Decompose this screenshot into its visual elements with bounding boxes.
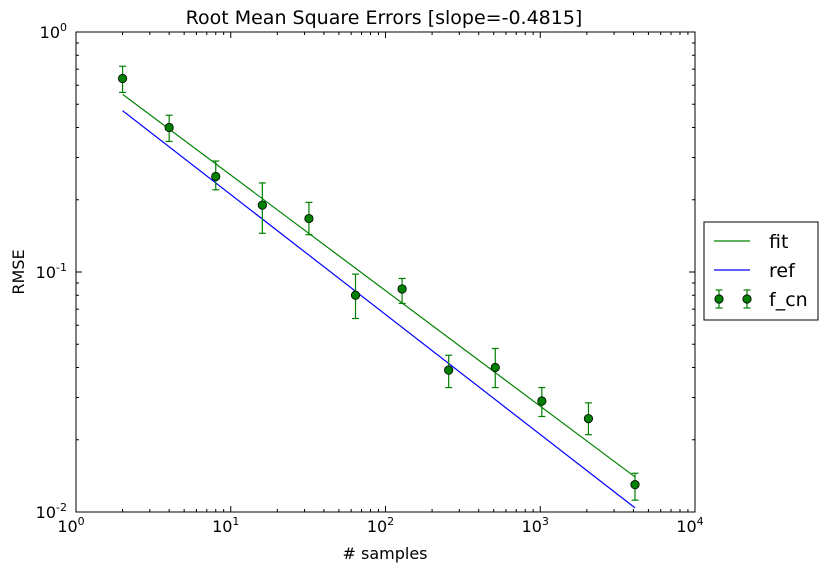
y-tick-label: 10-1 [36, 261, 67, 282]
x-tick-label: 102 [367, 515, 394, 536]
x-tick-base: 10 [676, 517, 696, 536]
data-point [444, 365, 454, 375]
y-tick-label: 10-2 [36, 501, 67, 522]
y-axis-title: RMSE [9, 249, 28, 294]
legend-box [703, 221, 819, 321]
x-tick-base: 10 [212, 517, 232, 536]
legend-swatch-marker [742, 294, 752, 304]
y-tick-base: 10 [40, 23, 60, 42]
legend-label-ref: ref [769, 260, 796, 282]
x-axis-title: # samples [343, 544, 428, 563]
data-point [350, 290, 361, 300]
data-point [490, 362, 500, 373]
x-tick-base: 10 [522, 517, 542, 536]
plot-frame [75, 31, 696, 513]
data-point [630, 480, 640, 490]
x-tick-label: 100 [57, 515, 84, 536]
plot-area [117, 65, 640, 509]
y-tick-label: 100 [40, 21, 67, 42]
data-point [537, 396, 547, 406]
data-point [397, 284, 407, 294]
x-tick-label: 103 [522, 515, 549, 536]
data-point [164, 122, 174, 133]
x-tick-label: 101 [212, 515, 239, 536]
series-line-ref [122, 110, 636, 509]
x-tick-label: 104 [676, 515, 703, 536]
x-tick-exponent: 4 [697, 515, 704, 528]
x-tick-base: 10 [367, 517, 387, 536]
y-tick-base: 10 [36, 263, 56, 282]
legend: fit ref f_cn [703, 221, 819, 321]
y-tick-exponent: -2 [56, 501, 67, 514]
y-tick-exponent: -1 [56, 261, 67, 274]
x-tick-exponent: 1 [232, 515, 239, 528]
legend-swatch-marker [714, 294, 724, 304]
legend-label-f_cn: f_cn [769, 289, 808, 311]
chart-title: Root Mean Square Errors [slope=-0.4815] [186, 7, 583, 29]
data-point [304, 213, 314, 224]
x-tick-exponent: 0 [78, 515, 85, 528]
data-point [257, 200, 267, 210]
y-tick-base: 10 [36, 503, 56, 522]
x-tick-exponent: 3 [542, 515, 549, 528]
x-tick-exponent: 2 [387, 515, 394, 528]
data-point [117, 73, 128, 84]
series-line-fit [122, 93, 636, 478]
legend-label-fit: fit [769, 231, 788, 253]
y-tick-exponent: 0 [60, 21, 67, 34]
data-point [583, 414, 594, 424]
data-point [211, 171, 221, 182]
x-tick-base: 10 [57, 517, 77, 536]
